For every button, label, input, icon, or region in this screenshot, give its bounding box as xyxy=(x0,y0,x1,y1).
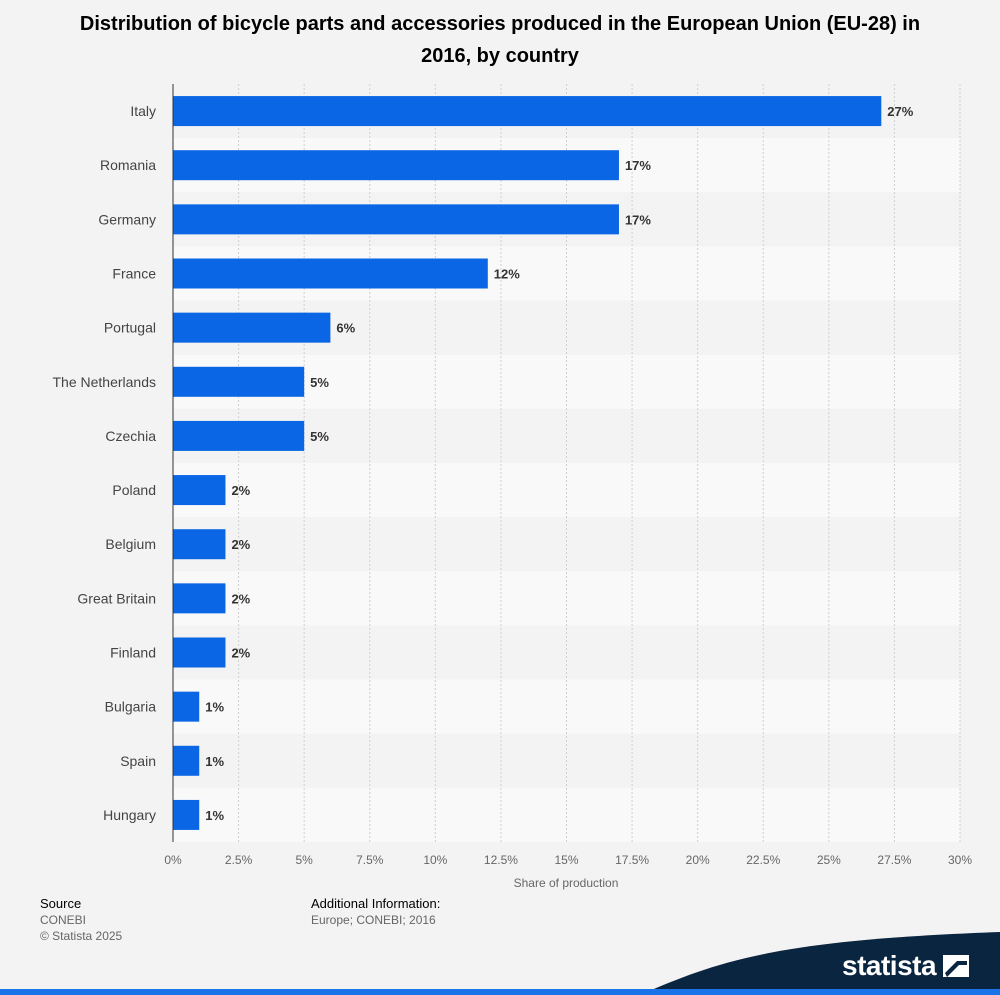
bar[interactable] xyxy=(173,529,226,560)
x-tick-label: 7.5% xyxy=(356,853,384,867)
category-label: Spain xyxy=(120,753,156,769)
bar[interactable] xyxy=(173,420,305,451)
data-label: 17% xyxy=(625,212,651,227)
bar[interactable] xyxy=(173,583,226,614)
bar[interactable] xyxy=(173,204,619,235)
category-label: Portugal xyxy=(104,320,156,336)
bar[interactable] xyxy=(173,799,200,830)
x-tick-label: 15% xyxy=(554,853,578,867)
x-tick-label: 17.5% xyxy=(615,853,649,867)
category-label: Belgium xyxy=(105,536,156,552)
additional-info-value: Europe; CONEBI; 2016 xyxy=(311,913,436,927)
x-tick-label: 0% xyxy=(164,853,182,867)
data-label: 1% xyxy=(205,808,224,823)
category-label: Hungary xyxy=(103,807,156,823)
category-label: France xyxy=(112,266,156,282)
bar[interactable] xyxy=(173,637,226,668)
bar[interactable] xyxy=(173,366,305,397)
copyright: © Statista 2025 xyxy=(40,929,123,943)
x-tick-label: 22.5% xyxy=(746,853,780,867)
data-label: 5% xyxy=(310,429,329,444)
category-label: Finland xyxy=(110,645,156,661)
x-tick-label: 10% xyxy=(423,853,447,867)
x-axis-label: Share of production xyxy=(514,876,619,890)
category-label: Romania xyxy=(100,157,156,173)
data-label: 1% xyxy=(205,754,224,769)
bar[interactable] xyxy=(173,745,200,776)
data-label: 1% xyxy=(205,700,224,715)
data-label: 2% xyxy=(231,483,250,498)
bar[interactable] xyxy=(173,258,488,289)
category-label: Germany xyxy=(98,211,156,227)
statista-logo-icon xyxy=(943,955,969,977)
category-label: Great Britain xyxy=(77,590,156,606)
data-label: 5% xyxy=(310,375,329,390)
x-tick-label: 20% xyxy=(686,853,710,867)
x-tick-label: 30% xyxy=(948,853,972,867)
statista-logo[interactable]: statista xyxy=(842,950,937,981)
x-tick-label: 25% xyxy=(817,853,841,867)
data-label: 2% xyxy=(231,591,250,606)
x-tick-label: 27.5% xyxy=(877,853,911,867)
x-tick-label: 12.5% xyxy=(484,853,518,867)
bar-chart: Italy Romania Germany France Portugal The Net… xyxy=(52,84,972,890)
bar[interactable] xyxy=(173,691,200,722)
bar[interactable] xyxy=(173,96,882,127)
footer-wave xyxy=(0,932,1000,995)
source-value: CONEBI xyxy=(40,913,87,927)
data-label: 2% xyxy=(231,537,250,552)
chart-title: Distribution of bicycle parts and access… xyxy=(79,13,921,67)
category-label: Bulgaria xyxy=(105,699,157,715)
bar[interactable] xyxy=(173,312,331,343)
category-label: Poland xyxy=(112,482,156,498)
bar[interactable] xyxy=(173,150,619,181)
category-label: The Netherlands xyxy=(52,374,156,390)
additional-info-label: Additional Information: xyxy=(311,896,441,911)
x-tick-label: 2.5% xyxy=(225,853,253,867)
source-label: Source xyxy=(40,896,82,911)
bar[interactable] xyxy=(173,475,226,506)
data-label: 6% xyxy=(336,321,355,336)
x-tick-label: 5% xyxy=(295,853,313,867)
category-label: Czechia xyxy=(105,428,156,444)
category-label: Italy xyxy=(130,103,156,119)
data-label: 12% xyxy=(494,267,520,282)
data-label: 17% xyxy=(625,158,651,173)
data-label: 27% xyxy=(887,104,913,119)
data-label: 2% xyxy=(231,646,250,661)
